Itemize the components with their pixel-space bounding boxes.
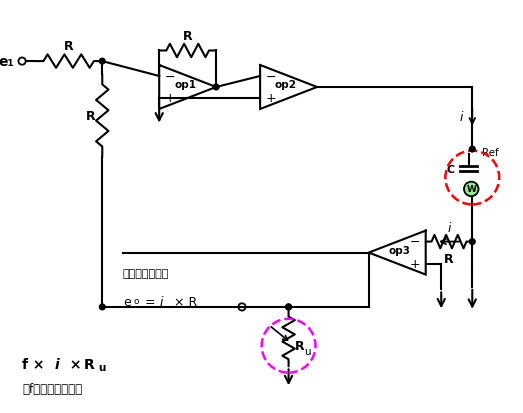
Text: e₁: e₁ <box>0 55 14 69</box>
Text: op3: op3 <box>389 245 411 255</box>
Text: R: R <box>64 40 73 53</box>
Text: f ×: f × <box>22 357 50 371</box>
Text: i: i <box>447 221 451 234</box>
Text: +: + <box>265 92 276 105</box>
Text: × R: × R <box>169 296 197 309</box>
Text: =: = <box>141 296 160 309</box>
Circle shape <box>464 182 479 197</box>
Circle shape <box>99 304 105 310</box>
Circle shape <box>470 147 475 152</box>
Text: +: + <box>410 257 420 271</box>
Text: +: + <box>164 92 175 105</box>
Circle shape <box>470 239 475 245</box>
Circle shape <box>286 304 291 310</box>
Text: R: R <box>444 252 454 265</box>
Text: R: R <box>183 30 192 43</box>
Text: o: o <box>134 296 139 305</box>
Text: u: u <box>304 346 311 356</box>
Text: −: − <box>410 235 420 249</box>
Text: op1: op1 <box>174 80 196 90</box>
Text: （f：正反馈比率）: （f：正反馈比率） <box>22 382 82 395</box>
Text: i: i <box>159 296 163 309</box>
Circle shape <box>286 304 291 310</box>
Text: C: C <box>446 164 454 174</box>
Text: e: e <box>123 296 131 309</box>
Circle shape <box>213 85 219 90</box>
Text: R: R <box>86 110 96 123</box>
Text: R: R <box>84 357 95 371</box>
Text: ×: × <box>65 357 86 371</box>
Text: u: u <box>98 363 106 373</box>
Circle shape <box>99 59 105 65</box>
Text: Ref: Ref <box>482 147 498 157</box>
Text: −: − <box>164 70 175 83</box>
Text: i: i <box>460 111 463 123</box>
Text: W: W <box>467 185 476 194</box>
Text: （电流轴输出）: （电流轴输出） <box>123 269 169 279</box>
Text: i: i <box>55 357 60 371</box>
Text: −: − <box>265 70 276 83</box>
Text: op2: op2 <box>275 80 297 90</box>
Text: R: R <box>295 339 304 352</box>
